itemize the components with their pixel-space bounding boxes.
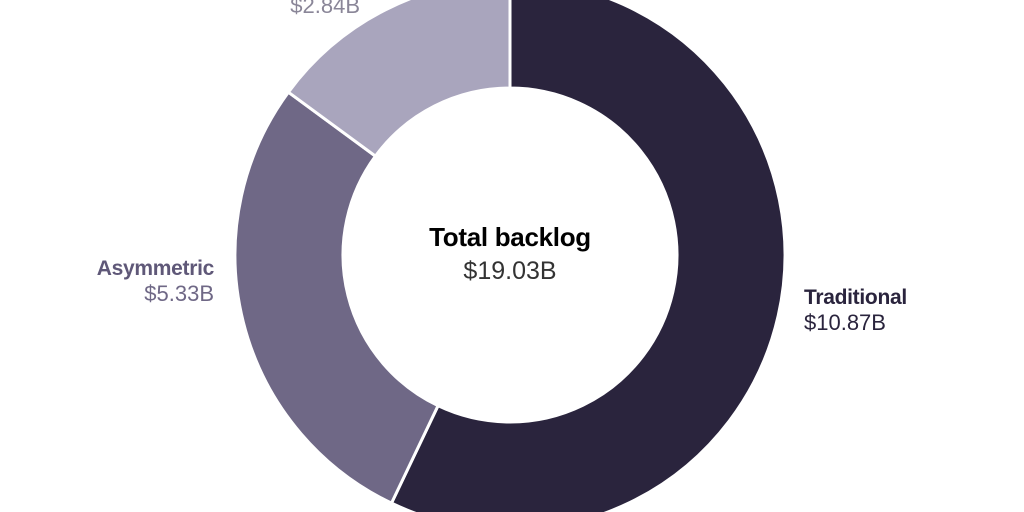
label-asymmetric-value: $5.33B bbox=[144, 281, 214, 307]
center-title: Total backlog bbox=[429, 222, 591, 252]
label-asymmetric-name: Asymmetric bbox=[96, 257, 215, 280]
label-asymmetric: Asymmetric $5.33B bbox=[96, 257, 215, 307]
slice-third bbox=[286, 0, 512, 159]
slice-traditional bbox=[389, 0, 787, 512]
label-traditional-name: Traditional bbox=[804, 286, 907, 309]
center-total-value: $19.03B bbox=[463, 257, 557, 285]
label-third-value: $2.84B bbox=[290, 0, 360, 18]
label-traditional: Traditional $10.87B bbox=[804, 286, 907, 335]
center-summary: Total backlog $19.03B bbox=[429, 222, 591, 286]
label-traditional-value: $10.87B bbox=[804, 310, 886, 336]
label-third: $2.84B bbox=[290, 0, 360, 18]
slice-asymmetric bbox=[233, 90, 441, 506]
